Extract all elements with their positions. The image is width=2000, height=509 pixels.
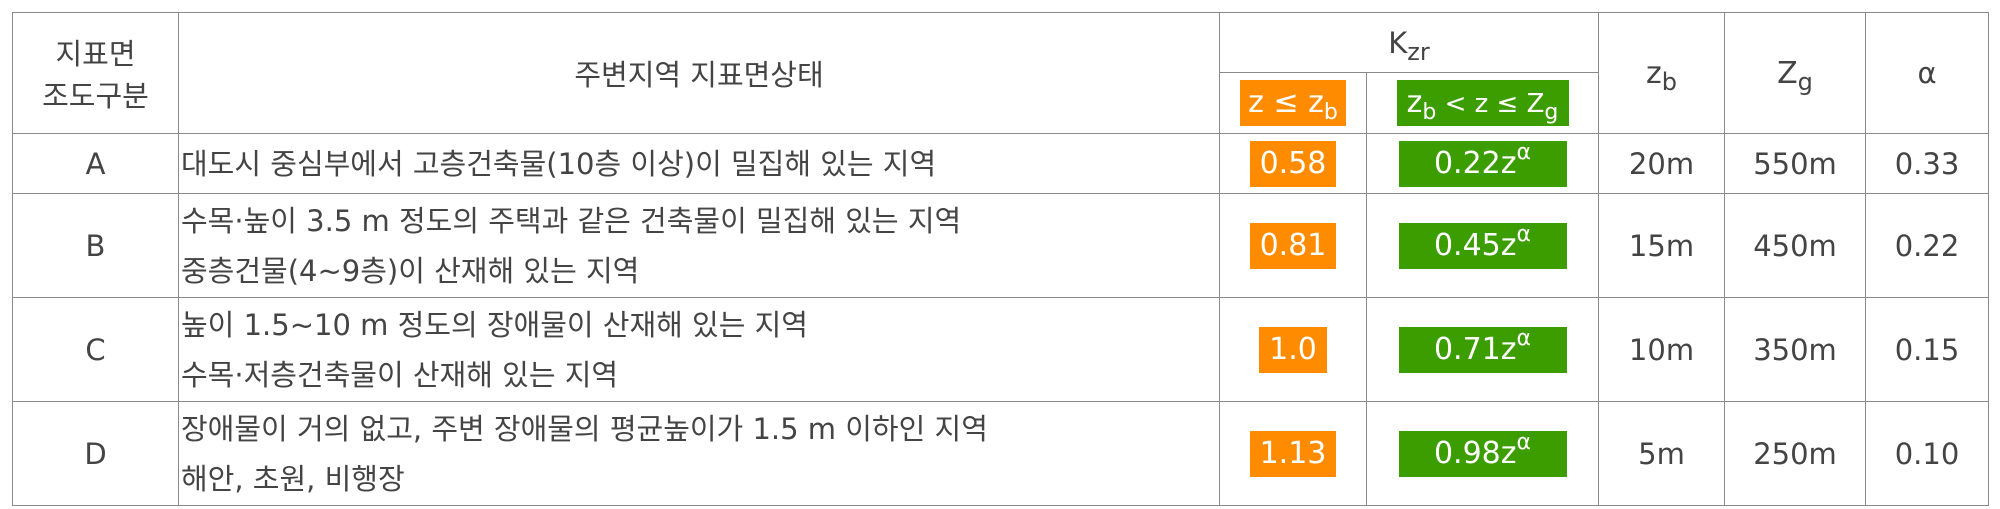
row-k-high: 0.45zα: [1366, 193, 1599, 298]
k-high-value: 0.98z: [1433, 435, 1517, 471]
k-high-badge: 0.45zα: [1398, 221, 1567, 269]
header-kzr: Kzr: [1219, 12, 1599, 73]
table-row: D 장애물이 거의 없고, 주변 장애물의 평균높이가 1.5 m 이하인 지역…: [12, 401, 1989, 506]
header-alpha: α: [1865, 12, 1989, 134]
row-condition-line: 해안, 초원, 비행장: [181, 461, 405, 496]
row-condition: 수목·높이 3.5 m 정도의 주택과 같은 건축물이 밀집해 있는 지역 중층…: [178, 193, 1220, 298]
row-alpha: 0.10: [1865, 401, 1989, 506]
header-surface-condition: 주변지역 지표면상태: [178, 12, 1220, 134]
k-low-badge: 1.0: [1259, 326, 1327, 373]
row-zg: 350m: [1724, 297, 1866, 402]
k-high-badge: 0.22zα: [1398, 139, 1567, 187]
header-zb-sub: b: [1661, 67, 1677, 96]
row-zg: 550m: [1724, 133, 1866, 194]
row-zg: 250m: [1724, 401, 1866, 506]
header-roughness-class-line2: 조도구분: [42, 79, 149, 113]
row-zb: 5m: [1598, 401, 1725, 506]
table-row: A 대도시 중심부에서 고층건축물(10층 이상)이 밀집해 있는 지역 0.5…: [12, 133, 1989, 194]
badge-zb-z-zg: zb < z ≤ Zg: [1396, 80, 1569, 126]
roughness-table: 지표면 조도구분 주변지역 지표면상태 Kzr zb Zg α z ≤ zb z…: [12, 12, 1989, 506]
header-kzr-high: zb < z ≤ Zg: [1366, 72, 1599, 134]
row-class: A: [12, 133, 179, 194]
row-condition-line: 대도시 중심부에서 고층건축물(10층 이상)이 밀집해 있는 지역: [181, 146, 937, 181]
row-condition-line: 중층건물(4~9층)이 산재해 있는 지역: [181, 253, 640, 288]
header-roughness-class: 지표면 조도구분: [12, 12, 179, 134]
row-k-high: 0.71zα: [1366, 297, 1599, 402]
row-condition-line: 수목·저층건축물이 산재해 있는 지역: [181, 357, 619, 392]
row-zb: 15m: [1598, 193, 1725, 298]
k-low-badge: 1.13: [1249, 430, 1337, 477]
k-high-exp: α: [1516, 139, 1532, 165]
header-zg-sub: g: [1797, 67, 1813, 96]
row-k-low: 1.0: [1219, 297, 1367, 402]
row-condition-line: 높이 1.5~10 m 정도의 장애물이 산재해 있는 지역: [181, 307, 808, 342]
k-high-exp: α: [1516, 325, 1532, 351]
badge-z-le-zb-text: z ≤ z: [1248, 85, 1324, 120]
badge-zb-sub: b: [1422, 100, 1437, 125]
row-condition: 높이 1.5~10 m 정도의 장애물이 산재해 있는 지역 수목·저층건축물이…: [178, 297, 1220, 402]
row-alpha: 0.15: [1865, 297, 1989, 402]
header-kzr-low: z ≤ zb: [1219, 72, 1367, 134]
k-high-exp: α: [1516, 429, 1532, 455]
row-k-low: 1.13: [1219, 401, 1367, 506]
row-condition-line: 수목·높이 3.5 m 정도의 주택과 같은 건축물이 밀집해 있는 지역: [181, 203, 962, 238]
table-row: B 수목·높이 3.5 m 정도의 주택과 같은 건축물이 밀집해 있는 지역 …: [12, 193, 1989, 298]
k-high-value: 0.45z: [1433, 227, 1517, 263]
row-condition: 대도시 중심부에서 고층건축물(10층 이상)이 밀집해 있는 지역: [178, 133, 1220, 194]
row-k-high: 0.98zα: [1366, 401, 1599, 506]
k-high-value: 0.22z: [1433, 145, 1517, 181]
table-row: C 높이 1.5~10 m 정도의 장애물이 산재해 있는 지역 수목·저층건축…: [12, 297, 1989, 402]
badge-mid-text: < z ≤ Z: [1436, 89, 1545, 119]
k-low-badge: 0.81: [1249, 222, 1337, 269]
row-condition-line: 장애물이 거의 없고, 주변 장애물의 평균높이가 1.5 m 이하인 지역: [181, 411, 988, 446]
header-kzr-main: K: [1388, 25, 1408, 60]
row-alpha: 0.33: [1865, 133, 1989, 194]
header-zb: zb: [1598, 12, 1725, 134]
k-high-badge: 0.71zα: [1398, 325, 1567, 373]
header-zb-main: z: [1646, 55, 1662, 91]
row-k-low: 0.81: [1219, 193, 1367, 298]
header-roughness-class-line1: 지표면: [55, 37, 136, 71]
row-k-high: 0.22zα: [1366, 133, 1599, 194]
row-zb: 10m: [1598, 297, 1725, 402]
header-zg-main: Z: [1777, 55, 1798, 91]
row-alpha: 0.22: [1865, 193, 1989, 298]
row-class: B: [12, 193, 179, 298]
row-zb: 20m: [1598, 133, 1725, 194]
badge-z-le-zb: z ≤ zb: [1240, 80, 1346, 126]
row-zg: 450m: [1724, 193, 1866, 298]
row-class: C: [12, 297, 179, 402]
header-kzr-sub: zr: [1407, 37, 1430, 66]
badge-zg-sub: g: [1544, 100, 1559, 125]
k-high-value: 0.71z: [1433, 331, 1517, 367]
header-zg: Zg: [1724, 12, 1866, 134]
badge-zb-text: z: [1406, 85, 1423, 120]
row-class: D: [12, 401, 179, 506]
badge-z-le-zb-sub: b: [1323, 100, 1338, 125]
k-high-badge: 0.98zα: [1398, 429, 1567, 477]
k-high-exp: α: [1516, 221, 1532, 247]
k-low-badge: 0.58: [1249, 140, 1337, 187]
row-condition: 장애물이 거의 없고, 주변 장애물의 평균높이가 1.5 m 이하인 지역 해…: [178, 401, 1220, 506]
row-k-low: 0.58: [1219, 133, 1367, 194]
